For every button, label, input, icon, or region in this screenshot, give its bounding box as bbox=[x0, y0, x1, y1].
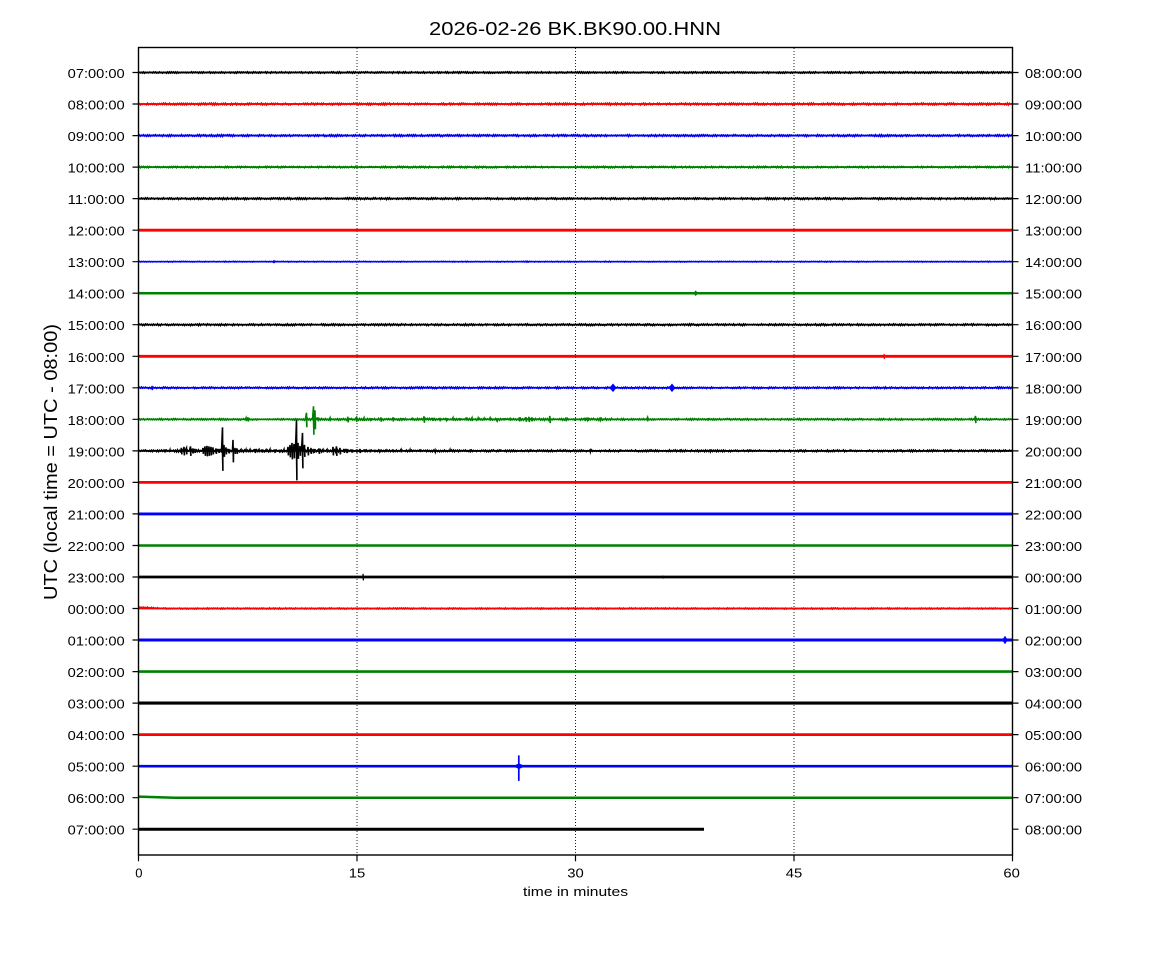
svg-text:21:00:00: 21:00:00 bbox=[1025, 477, 1082, 491]
svg-text:08:00:00: 08:00:00 bbox=[68, 99, 125, 113]
svg-text:16:00:00: 16:00:00 bbox=[1025, 319, 1082, 333]
svg-text:14:00:00: 14:00:00 bbox=[1025, 256, 1082, 270]
svg-text:05:00:00: 05:00:00 bbox=[68, 761, 125, 775]
svg-text:20:00:00: 20:00:00 bbox=[68, 477, 125, 491]
svg-text:18:00:00: 18:00:00 bbox=[68, 414, 125, 428]
svg-text:13:00:00: 13:00:00 bbox=[68, 256, 125, 270]
svg-text:12:00:00: 12:00:00 bbox=[1025, 193, 1082, 207]
svg-text:23:00:00: 23:00:00 bbox=[1025, 540, 1082, 554]
svg-text:2026-02-26 BK.BK90.00.HNN: 2026-02-26 BK.BK90.00.HNN bbox=[429, 19, 721, 39]
svg-text:05:00:00: 05:00:00 bbox=[1025, 729, 1082, 743]
svg-text:06:00:00: 06:00:00 bbox=[1025, 761, 1082, 775]
svg-text:19:00:00: 19:00:00 bbox=[1025, 414, 1082, 428]
svg-text:06:00:00: 06:00:00 bbox=[68, 792, 125, 806]
svg-text:02:00:00: 02:00:00 bbox=[1025, 635, 1082, 649]
svg-text:20:00:00: 20:00:00 bbox=[1025, 445, 1082, 459]
svg-text:time in minutes: time in minutes bbox=[523, 884, 629, 899]
svg-text:07:00:00: 07:00:00 bbox=[68, 67, 125, 81]
svg-text:10:00:00: 10:00:00 bbox=[68, 162, 125, 176]
svg-text:09:00:00: 09:00:00 bbox=[68, 130, 125, 144]
svg-text:02:00:00: 02:00:00 bbox=[68, 666, 125, 680]
svg-text:03:00:00: 03:00:00 bbox=[1025, 666, 1082, 680]
svg-text:15:00:00: 15:00:00 bbox=[1025, 288, 1082, 302]
svg-text:01:00:00: 01:00:00 bbox=[68, 635, 125, 649]
svg-text:17:00:00: 17:00:00 bbox=[1025, 351, 1082, 365]
svg-text:19:00:00: 19:00:00 bbox=[68, 445, 125, 459]
svg-text:12:00:00: 12:00:00 bbox=[68, 225, 125, 239]
svg-text:22:00:00: 22:00:00 bbox=[68, 540, 125, 554]
svg-text:11:00:00: 11:00:00 bbox=[68, 193, 125, 207]
svg-text:17:00:00: 17:00:00 bbox=[68, 382, 125, 396]
svg-text:07:00:00: 07:00:00 bbox=[68, 824, 125, 838]
svg-text:15: 15 bbox=[349, 866, 366, 881]
svg-text:23:00:00: 23:00:00 bbox=[68, 572, 125, 586]
svg-text:14:00:00: 14:00:00 bbox=[68, 288, 125, 302]
svg-text:13:00:00: 13:00:00 bbox=[1025, 225, 1082, 239]
svg-text:11:00:00: 11:00:00 bbox=[1025, 162, 1082, 176]
svg-text:04:00:00: 04:00:00 bbox=[1025, 698, 1082, 712]
svg-text:00:00:00: 00:00:00 bbox=[1025, 572, 1082, 586]
svg-text:30: 30 bbox=[567, 866, 584, 881]
svg-text:21:00:00: 21:00:00 bbox=[68, 508, 125, 522]
svg-text:00:00:00: 00:00:00 bbox=[68, 603, 125, 617]
svg-text:10:00:00: 10:00:00 bbox=[1025, 130, 1082, 144]
svg-text:01:00:00: 01:00:00 bbox=[1025, 603, 1082, 617]
svg-text:22:00:00: 22:00:00 bbox=[1025, 508, 1082, 522]
svg-text:16:00:00: 16:00:00 bbox=[68, 351, 125, 365]
svg-text:UTC (local time = UTC - 08:00): UTC (local time = UTC - 08:00) bbox=[41, 324, 61, 600]
svg-text:0: 0 bbox=[135, 866, 142, 881]
svg-text:18:00:00: 18:00:00 bbox=[1025, 382, 1082, 396]
svg-text:09:00:00: 09:00:00 bbox=[1025, 99, 1082, 113]
svg-text:15:00:00: 15:00:00 bbox=[68, 319, 125, 333]
svg-text:04:00:00: 04:00:00 bbox=[68, 729, 125, 743]
svg-text:08:00:00: 08:00:00 bbox=[1025, 67, 1082, 81]
svg-text:03:00:00: 03:00:00 bbox=[68, 698, 125, 712]
svg-text:08:00:00: 08:00:00 bbox=[1025, 824, 1082, 838]
svg-text:60: 60 bbox=[1003, 866, 1020, 881]
svg-text:07:00:00: 07:00:00 bbox=[1025, 792, 1082, 806]
svg-text:45: 45 bbox=[786, 866, 803, 881]
